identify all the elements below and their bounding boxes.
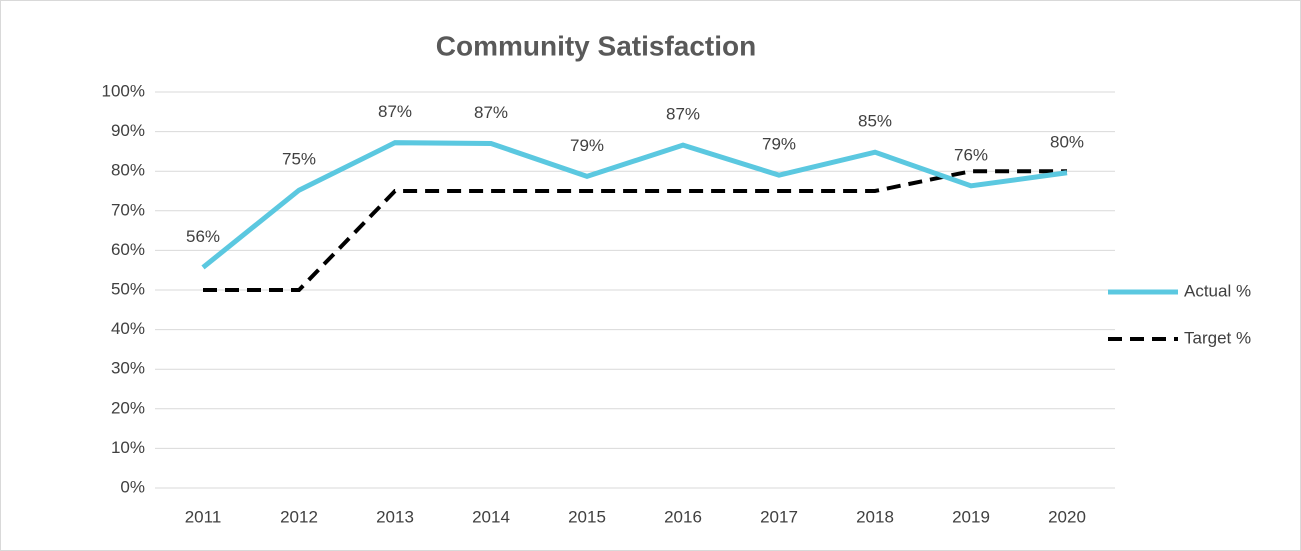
data-label: 87% (474, 103, 508, 122)
x-tick-label: 2015 (568, 507, 606, 526)
x-tick-label: 2018 (856, 507, 894, 526)
data-label: 75% (282, 150, 316, 169)
data-label: 76% (954, 145, 988, 164)
y-tick-label: 30% (111, 359, 145, 378)
y-tick-label: 70% (111, 200, 145, 219)
legend-label: Actual % (1184, 281, 1251, 300)
data-label: 80% (1050, 132, 1084, 151)
y-tick-label: 90% (111, 121, 145, 140)
y-tick-label: 50% (111, 279, 145, 298)
series-line (201, 140, 1068, 270)
x-tick-label: 2012 (280, 507, 318, 526)
x-tick-label: 2013 (376, 507, 414, 526)
x-tick-label: 2017 (760, 507, 798, 526)
legend-label: Target % (1184, 328, 1251, 347)
data-label: 79% (762, 135, 796, 154)
data-label: 56% (186, 227, 220, 246)
data-label: 85% (858, 112, 892, 131)
y-tick-label: 20% (111, 398, 145, 417)
data-label: 79% (570, 136, 604, 155)
y-tick-label: 0% (120, 477, 145, 496)
data-label: 87% (666, 105, 700, 124)
x-tick-label: 2016 (664, 507, 702, 526)
x-tick-label: 2014 (472, 507, 510, 526)
chart-title: Community Satisfaction (436, 30, 756, 61)
x-tick-label: 2020 (1048, 507, 1086, 526)
series-line (203, 169, 1067, 292)
y-tick-label: 10% (111, 438, 145, 457)
data-label: 87% (378, 102, 412, 121)
x-tick-label: 2019 (952, 507, 990, 526)
y-tick-label: 80% (111, 161, 145, 180)
y-tick-label: 40% (111, 319, 145, 338)
y-tick-label: 60% (111, 240, 145, 259)
y-tick-label: 100% (102, 81, 145, 100)
x-tick-label: 2011 (185, 507, 222, 526)
